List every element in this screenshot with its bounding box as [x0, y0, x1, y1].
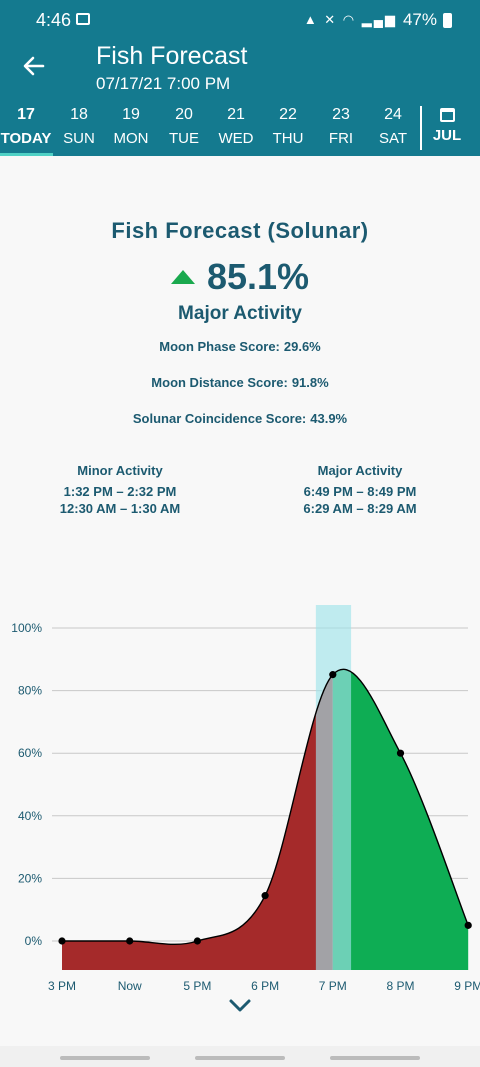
forecast-score: 85.1%	[206, 256, 310, 297]
moon-distance-label: Moon Distance Score:	[151, 375, 288, 390]
status-icons: ▲ ✕ ◠ ▂▄▆ 47%	[304, 10, 452, 30]
tab-day-20[interactable]: 20 TUE	[158, 98, 210, 156]
y-tick-label: 60%	[18, 746, 42, 760]
nav-back[interactable]	[330, 1056, 420, 1060]
major-activity-time: 6:49 PM – 8:49 PM	[303, 484, 417, 499]
data-point	[126, 937, 134, 945]
data-point	[464, 921, 472, 929]
minor-activity-heading: Minor Activity	[77, 463, 163, 478]
moon-distance-score: Moon Distance Score: 91.8%	[0, 375, 480, 390]
x-tick-label: Now	[118, 979, 142, 993]
x-tick-label: 3 PM	[48, 979, 76, 993]
major-activity-heading: Major Activity	[317, 463, 403, 478]
app-bar: Fish Forecast 07/17/21 7:00 PM	[0, 40, 480, 98]
calendar-icon	[439, 108, 455, 122]
x-tick-label: 8 PM	[386, 979, 414, 993]
y-tick-label: 20%	[18, 871, 42, 885]
activity-level: Major Activity	[178, 303, 302, 324]
solunar-label: Solunar Coincidence Score:	[132, 411, 307, 426]
tab-day-number: 17	[17, 106, 35, 123]
tab-day-number: 19	[122, 106, 140, 123]
minor-activity-block: Minor Activity 1:32 PM – 2:32 PM 12:30 A…	[30, 462, 210, 517]
y-tick-label: 80%	[18, 684, 42, 698]
minor-activity-time: 12:30 AM – 1:30 AM	[59, 501, 181, 516]
x-tick-label: 5 PM	[183, 979, 211, 993]
moon-distance-value: 91.8%	[291, 375, 329, 390]
month-calendar-button[interactable]: JUL	[424, 98, 470, 156]
tab-day-19[interactable]: 19 MON	[105, 98, 157, 156]
tab-day-23[interactable]: 23 FRI	[315, 98, 367, 156]
data-point	[396, 749, 405, 757]
moon-phase-score: Moon Phase Score: 29.6%	[0, 339, 480, 354]
series-line	[61, 668, 469, 946]
tab-day-number: 20	[175, 106, 193, 123]
minor-activity-time: 1:32 PM – 2:32 PM	[63, 484, 177, 499]
current-time-band	[315, 605, 352, 970]
tab-day-24[interactable]: 24 SAT	[367, 98, 419, 156]
data-point	[58, 937, 66, 945]
x-tick-label: 7 PM	[319, 979, 347, 993]
image-notification-icon	[76, 13, 90, 25]
battery-icon	[443, 12, 452, 28]
tab-day-22[interactable]: 22 THU	[262, 98, 314, 156]
battery-percent: 47%	[402, 10, 437, 29]
tab-day-18[interactable]: 18 SUN	[53, 98, 105, 156]
x-tick-label: 9 PM	[454, 979, 480, 993]
page-subtitle: 07/17/21 7:00 PM	[96, 74, 231, 93]
activity-chart: 0% 20% 40% 60% 80% 100% 3 PM Now 5 PM 6 PM 7 PM 8 P…	[11, 605, 480, 993]
status-time: 4:46	[36, 10, 72, 30]
trend-up-icon	[170, 270, 195, 284]
tab-day-name: SAT	[378, 130, 408, 147]
tab-day-name: WED	[218, 130, 254, 147]
solunar-score: Solunar Coincidence Score: 43.9%	[0, 411, 480, 426]
y-tick-label: 40%	[18, 809, 42, 823]
back-arrow-icon[interactable]	[18, 48, 50, 84]
y-tick-label: 0%	[25, 934, 43, 948]
nav-home[interactable]	[195, 1056, 285, 1060]
major-activity-block: Major Activity 6:49 PM – 8:49 PM 6:29 AM…	[270, 462, 450, 517]
tab-day-21[interactable]: 21 WED	[210, 98, 262, 156]
moon-phase-label: Moon Phase Score:	[159, 339, 280, 354]
tab-day-number: 22	[279, 106, 297, 123]
tab-divider	[420, 106, 422, 150]
tab-day-name: THU	[272, 130, 304, 147]
signal-icons: ▲ ✕ ◠ ▂▄▆	[303, 12, 397, 27]
tab-day-name: TODAY	[0, 130, 52, 147]
x-tick-label: 6 PM	[251, 979, 279, 993]
area-falling	[332, 669, 469, 970]
tab-day-number: 21	[227, 106, 245, 123]
data-point	[261, 892, 269, 900]
tab-day-number: 18	[70, 106, 88, 123]
score-row: 85.1%	[0, 256, 480, 298]
system-nav-bar	[0, 1046, 480, 1067]
solunar-value: 43.9%	[310, 411, 348, 426]
page-title: Fish Forecast	[96, 42, 248, 70]
moon-phase-value: 29.6%	[283, 339, 321, 354]
tab-day-17[interactable]: 17 TODAY	[0, 98, 53, 156]
forecast-title: Fish Forecast (Solunar)	[111, 218, 369, 243]
tab-day-name: SUN	[63, 130, 95, 147]
major-activity-time: 6:29 AM – 8:29 AM	[303, 501, 417, 516]
tab-day-number: 23	[332, 106, 350, 123]
data-point	[329, 671, 337, 679]
y-tick-label: 100%	[11, 621, 42, 635]
data-point	[193, 937, 201, 945]
month-label: JUL	[432, 127, 462, 144]
tab-day-name: MON	[113, 130, 149, 147]
day-tabs: 17 TODAY 18 SUN 19 MON 20 TUE 21 WED 22 …	[0, 98, 480, 156]
status-bar: 4:46 ▲ ✕ ◠ ▂▄▆ 47%	[0, 0, 480, 40]
chevron-down-icon[interactable]	[228, 998, 252, 1014]
tab-day-name: TUE	[169, 130, 199, 147]
tab-day-number: 24	[384, 106, 402, 123]
tab-day-name: FRI	[328, 130, 354, 147]
forecast-content: Fish Forecast (Solunar) 85.1% Major Acti…	[0, 156, 480, 1046]
nav-recents[interactable]	[60, 1056, 150, 1060]
